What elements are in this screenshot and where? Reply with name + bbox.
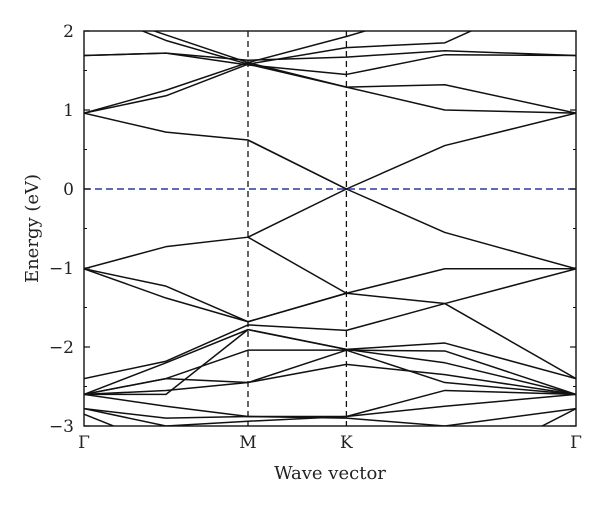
band-line-14 xyxy=(84,328,576,396)
band-line-2 xyxy=(84,63,576,114)
y-tick-label-2: −1 xyxy=(49,259,74,279)
ticks-layer: −3 −2 −1 0 1 2 Γ M K Γ xyxy=(49,22,582,453)
band-line-11 xyxy=(84,268,576,323)
x-tick-label-3: Γ xyxy=(570,433,582,453)
y-tick-label-3: 0 xyxy=(63,180,74,200)
y-tick-label-5: 2 xyxy=(63,22,74,42)
band-line-12 xyxy=(247,236,347,294)
y-tick-label-4: 1 xyxy=(63,101,74,121)
band-line-16 xyxy=(84,363,576,396)
band-line-23 xyxy=(540,407,576,426)
guides-layer xyxy=(84,31,576,426)
band-line-6 xyxy=(151,31,368,64)
band-line-5 xyxy=(84,50,576,61)
y-tick-label-1: −2 xyxy=(49,338,74,358)
band-line-9 xyxy=(84,188,576,270)
x-tick-label-2: K xyxy=(340,433,353,453)
band-line-3 xyxy=(84,61,576,114)
y-tick-label-0: −3 xyxy=(49,417,74,437)
x-tick-label-1: M xyxy=(239,433,256,453)
band-line-8 xyxy=(247,139,347,190)
band-line-22 xyxy=(84,413,116,426)
band-line-17 xyxy=(84,349,576,396)
band-line-13 xyxy=(84,302,576,380)
band-line-7 xyxy=(140,31,473,65)
band-line-21 xyxy=(84,407,576,426)
band-line-20 xyxy=(84,393,576,426)
band-line-18 xyxy=(84,328,576,396)
x-axis-label: Wave vector xyxy=(274,463,386,484)
y-axis-label: Energy (eV) xyxy=(22,174,43,283)
band-line-1 xyxy=(84,112,576,190)
x-tick-label-0: Γ xyxy=(78,433,90,453)
bands-layer xyxy=(84,31,576,426)
band-line-4 xyxy=(84,52,576,76)
band-line-19 xyxy=(84,389,576,418)
